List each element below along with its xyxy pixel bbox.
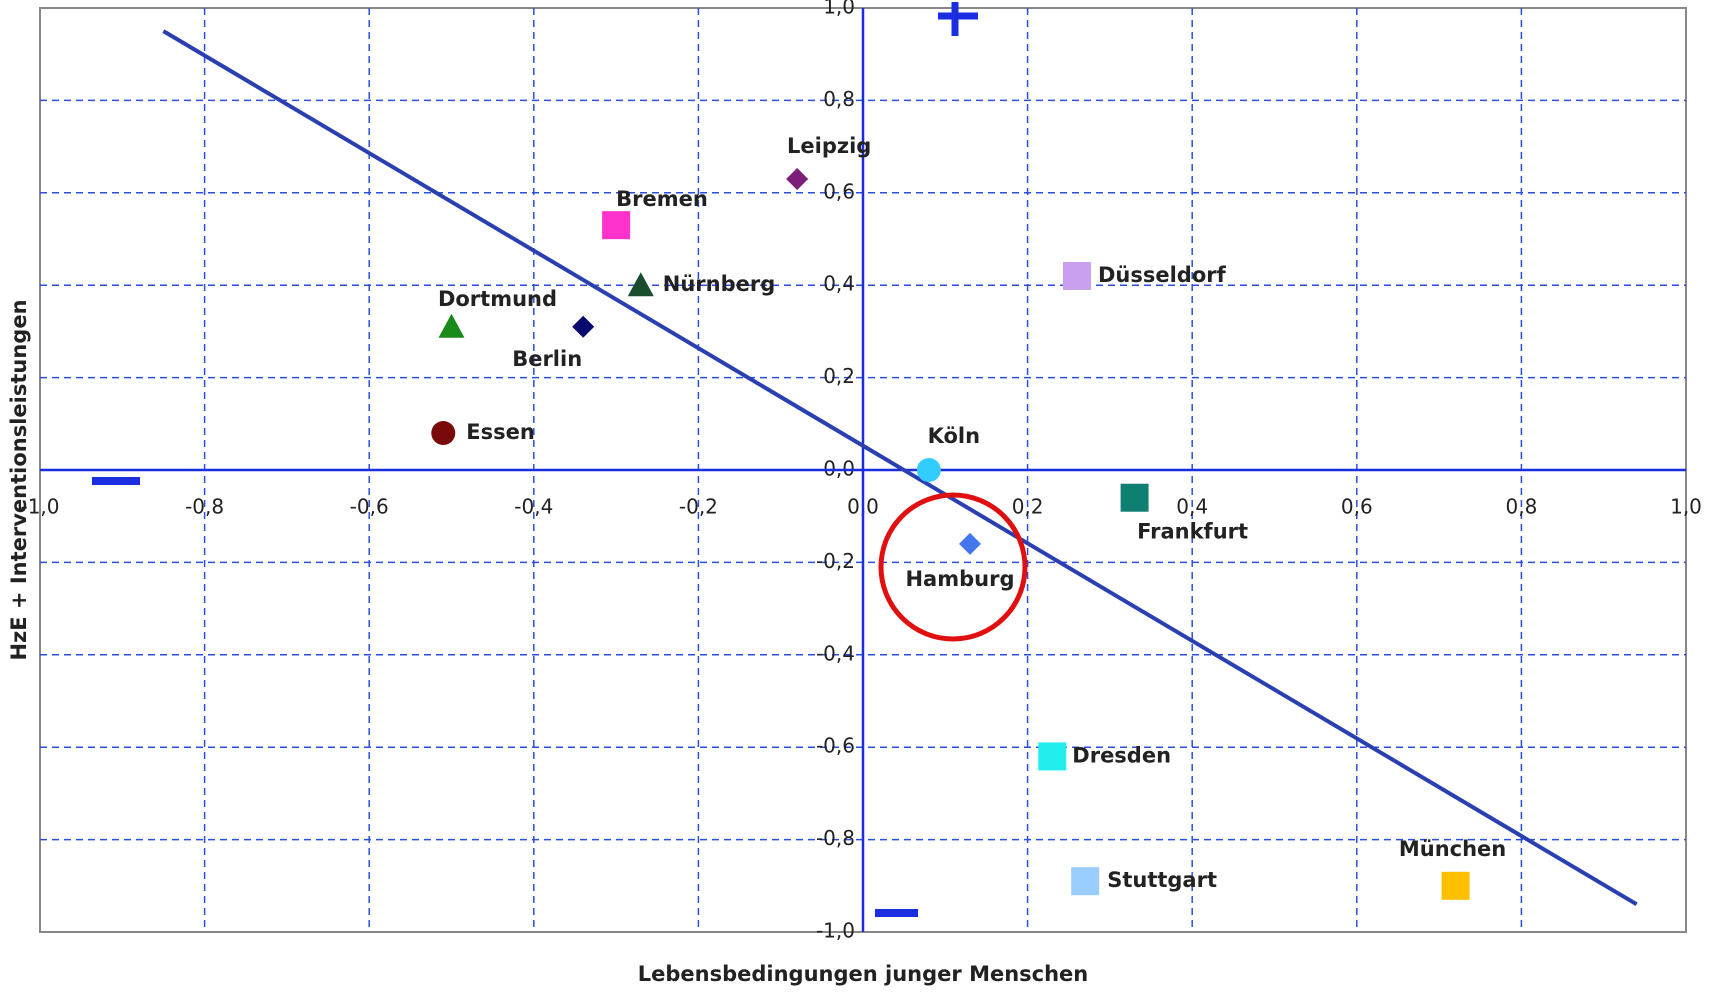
point: [958, 532, 981, 555]
y-tick-label: -0,8: [816, 826, 855, 850]
point: [431, 421, 456, 446]
point: [1120, 483, 1149, 512]
point-label: Köln: [928, 424, 980, 448]
point: [1062, 261, 1091, 290]
highlight-circle: [878, 492, 1028, 642]
x-tick-label: -0,4: [514, 495, 553, 519]
point-label: Nürnberg: [663, 272, 776, 296]
point: [438, 313, 465, 338]
x-tick-label: -1,0: [20, 495, 59, 519]
x-tick-label: 0,6: [1341, 495, 1373, 519]
point-label: Dresden: [1072, 743, 1171, 767]
y-tick-label: -0,2: [816, 549, 855, 573]
x-tick-label: -0,8: [185, 495, 224, 519]
y-tick-label: 0,6: [823, 179, 855, 203]
point: [572, 315, 595, 338]
point-label: Bremen: [616, 187, 708, 211]
x-tick-label: 0,8: [1505, 495, 1537, 519]
x-tick-label: 0,4: [1176, 495, 1208, 519]
point-label: München: [1399, 837, 1506, 861]
y-tick-label: -0,4: [816, 641, 855, 665]
point-label: Düsseldorf: [1098, 263, 1227, 287]
x-tick-label: -0,6: [350, 495, 389, 519]
trend-line: [162, 29, 1638, 907]
x-tick-label: 0,2: [1012, 495, 1044, 519]
point-label: Berlin: [512, 347, 582, 371]
x-tick-label: 1,0: [1670, 495, 1702, 519]
y-tick-label: 0,8: [823, 87, 855, 111]
point: [916, 458, 941, 482]
point-label: Leipzig: [787, 134, 871, 158]
y-tick-label: 0,0: [823, 457, 855, 481]
x-axis-label: Lebensbedingungen junger Menschen: [638, 962, 1089, 986]
y-tick-label: 1,0: [823, 0, 855, 19]
point: [786, 167, 809, 190]
y-axis-label: HzE + Interventionsleistungen: [7, 299, 31, 660]
point: [627, 272, 654, 297]
x-tick-label: -0,2: [679, 495, 718, 519]
y-tick-label: 0,2: [823, 364, 855, 388]
y-tick-label: 0,4: [823, 272, 855, 296]
point: [602, 211, 631, 240]
point: [1441, 871, 1470, 900]
decorations: [92, 2, 978, 917]
point-label: Frankfurt: [1137, 520, 1248, 544]
y-tick-label: -1,0: [816, 919, 855, 943]
point-label: Essen: [466, 420, 535, 444]
point-label: Hamburg: [905, 567, 1014, 591]
point-label: Stuttgart: [1107, 868, 1217, 892]
point: [1038, 742, 1067, 771]
y-tick-label: -0,6: [816, 734, 855, 758]
point: [1071, 867, 1100, 896]
point-label: Dortmund: [438, 287, 557, 311]
